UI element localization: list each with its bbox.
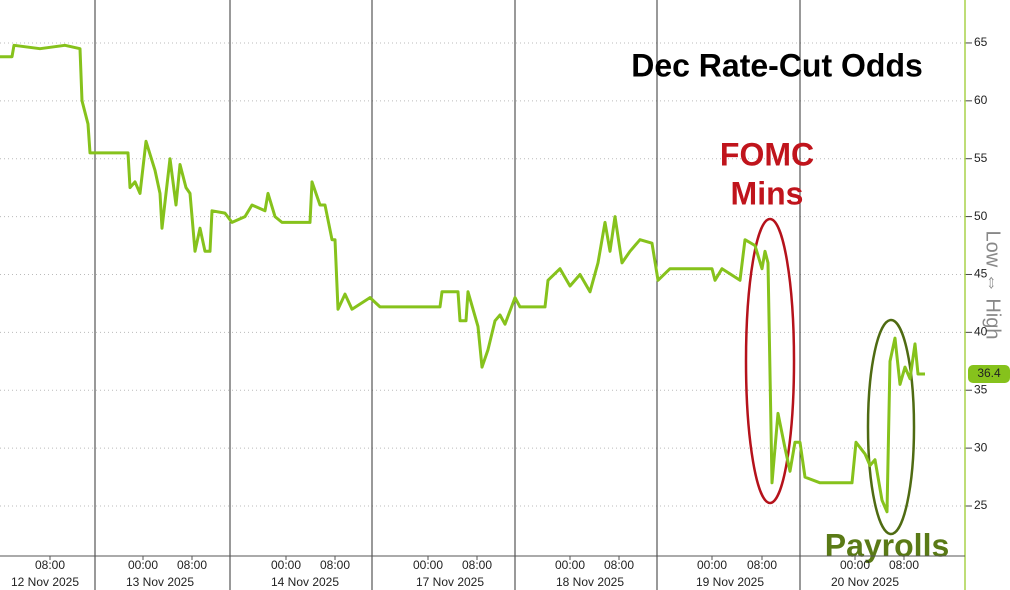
x-tick-label: 08:00: [462, 558, 492, 572]
data-line: [0, 43, 925, 514]
x-tick-label: 00:00: [697, 558, 727, 572]
y-tick-label: 60: [974, 93, 988, 107]
x-tick-label: 08:00: [889, 558, 919, 572]
last-value-tag: [968, 365, 1010, 384]
last-value-label: 36.4: [977, 366, 1001, 380]
y-axis-label: Low ⇔ High: [982, 231, 1004, 340]
x-tick-label: 00:00: [413, 558, 443, 572]
y-tick-label: 55: [974, 151, 988, 165]
x-day-label: 17 Nov 2025: [416, 575, 484, 589]
x-tick-label: 08:00: [320, 558, 350, 572]
x-tick-label: 08:00: [35, 558, 65, 572]
fomc-ellipse: [744, 217, 796, 505]
y-tick-label: 35: [974, 382, 988, 396]
x-tick-label: 08:00: [747, 558, 777, 572]
x-day-label: 18 Nov 2025: [556, 575, 624, 589]
y-tick-label: 45: [974, 267, 988, 281]
y-tick-label: 40: [974, 325, 988, 339]
x-day-label: 14 Nov 2025: [271, 575, 339, 589]
x-day-label: 20 Nov 2025: [831, 575, 899, 589]
y-tick-label: 30: [974, 440, 988, 454]
payrolls-ellipse: [866, 318, 916, 536]
x-tick-label: 00:00: [271, 558, 301, 572]
chart-title: Dec Rate-Cut Odds: [631, 47, 923, 83]
annotation: Payrolls: [825, 527, 950, 563]
x-tick-label: 00:00: [840, 558, 870, 572]
y-tick-label: 25: [974, 498, 988, 512]
x-tick-label: 00:00: [555, 558, 585, 572]
x-day-label: 13 Nov 2025: [126, 575, 194, 589]
x-day-label: 19 Nov 2025: [696, 575, 764, 589]
x-tick-label: 08:00: [604, 558, 634, 572]
x-day-label: 12 Nov 2025: [11, 575, 79, 589]
x-tick-label: 00:00: [128, 558, 158, 572]
x-tick-label: 08:00: [177, 558, 207, 572]
y-tick-label: 65: [974, 35, 988, 49]
annotation: FOMC: [720, 136, 814, 172]
annotation: Mins: [731, 175, 804, 211]
y-tick-label: 50: [974, 209, 988, 223]
